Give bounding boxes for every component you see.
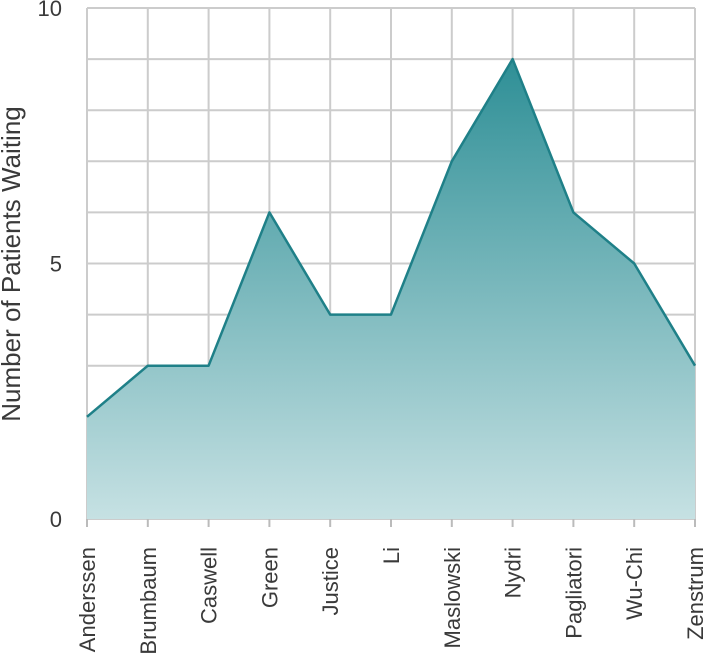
y-tick-label: 5: [50, 252, 62, 277]
x-tick-label: Li: [379, 547, 404, 564]
y-tick-label: 10: [38, 0, 62, 21]
x-tick-label: Zenstrum: [683, 547, 704, 640]
x-tick-label: Pagliatori: [561, 547, 586, 639]
series-area: [86, 57, 697, 519]
series-area-fill: [87, 59, 695, 519]
x-tick-label: Anderssen: [75, 547, 100, 652]
x-tick-label: Green: [257, 547, 282, 608]
x-tick-label: Caswell: [197, 547, 222, 624]
x-tick-label: Maslowski: [440, 547, 465, 648]
x-tick-label: Justice: [318, 547, 343, 615]
x-tick-label: Brumbaum: [136, 547, 161, 655]
x-tick-label: Wu-Chi: [622, 547, 647, 620]
axes: 0 5 10 Anderssen Brumbaum Caswell Green Justice…: [38, 0, 704, 655]
x-tick-label: Nydri: [501, 547, 526, 598]
series-line: [86, 57, 697, 418]
y-tick-label: 0: [50, 507, 62, 532]
y-axis-title: Number of Patients Waiting: [0, 106, 26, 422]
